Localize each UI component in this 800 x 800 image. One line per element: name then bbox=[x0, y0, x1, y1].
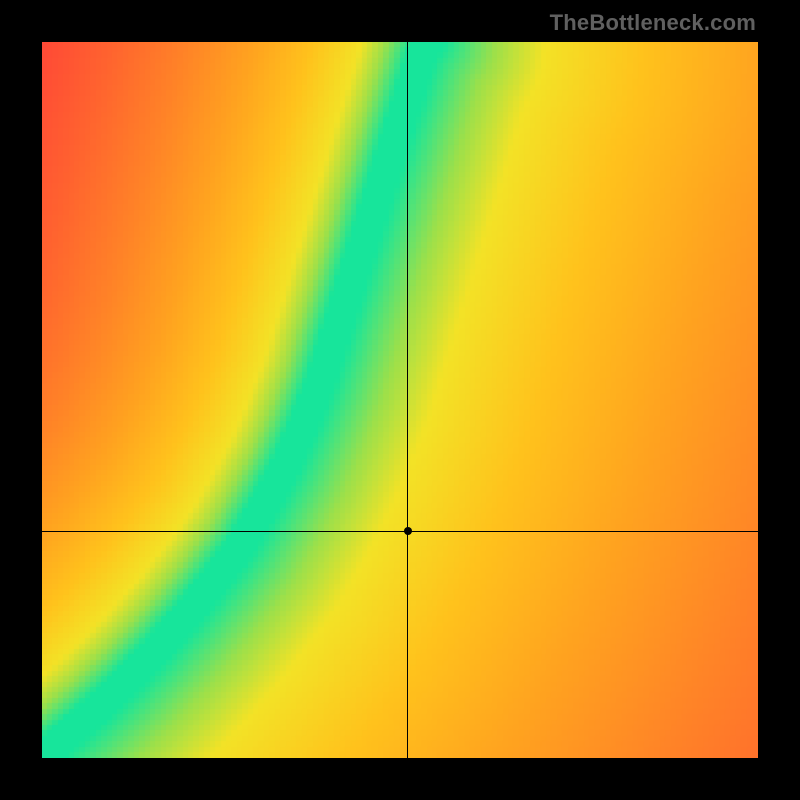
data-point-marker bbox=[404, 527, 412, 535]
crosshair-horizontal bbox=[42, 531, 758, 532]
crosshair-vertical bbox=[407, 42, 408, 758]
bottleneck-heatmap bbox=[42, 42, 758, 758]
watermark-label: TheBottleneck.com bbox=[550, 10, 756, 36]
chart-container: TheBottleneck.com bbox=[0, 0, 800, 800]
